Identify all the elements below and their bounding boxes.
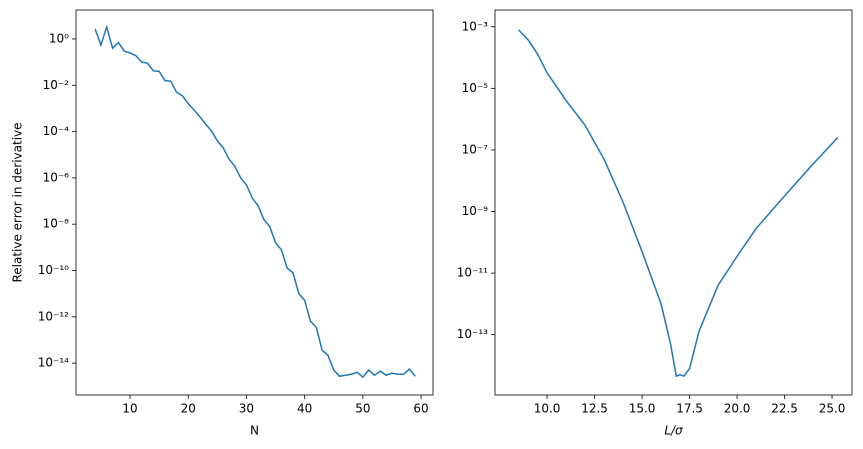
x-tick-label: 20 xyxy=(181,402,196,416)
y-tick-label: 10⁻¹¹ xyxy=(457,266,488,280)
x-tick-label: 10 xyxy=(122,402,137,416)
axes-frame xyxy=(75,9,434,396)
x-tick-label: 40 xyxy=(297,402,312,416)
x-tick-label: 60 xyxy=(413,402,428,416)
y-tick-label: 10⁰ xyxy=(49,31,69,45)
x-tick-label: 10.0 xyxy=(534,402,561,416)
y-tick-label: 10⁻¹⁰ xyxy=(38,263,69,277)
data-line xyxy=(518,29,839,378)
y-tick-label: 10⁻⁶ xyxy=(43,170,70,184)
y-tick-label: 10⁻⁸ xyxy=(43,217,70,231)
x-tick-label: 30 xyxy=(239,402,254,416)
y-tick-label: 10⁻³ xyxy=(462,19,489,33)
y-tick-label: 10⁻⁵ xyxy=(462,81,489,95)
x-tick-label: 17.5 xyxy=(676,402,703,416)
x-axis-label: N xyxy=(250,424,259,438)
x-tick-label: 22.5 xyxy=(771,402,798,416)
x-tick-label: 25.0 xyxy=(819,402,846,416)
y-tick-label: 10⁻⁴ xyxy=(43,124,70,138)
y-axis-label: Relative error in derivative xyxy=(11,122,25,282)
y-tick-label: 10⁻¹⁴ xyxy=(38,356,69,370)
axes-frame xyxy=(494,9,853,396)
x-tick-label: 12.5 xyxy=(581,402,608,416)
y-tick-label: 10⁻¹² xyxy=(38,309,69,323)
x-tick-label: 50 xyxy=(355,402,370,416)
x-axis-label: L/σ xyxy=(664,424,683,438)
x-tick-label: 20.0 xyxy=(724,402,751,416)
y-tick-label: 10⁻² xyxy=(43,78,70,92)
y-tick-label: 10⁻¹³ xyxy=(457,327,488,341)
data-line xyxy=(94,24,416,379)
y-tick-label: 10⁻⁷ xyxy=(462,142,489,156)
x-tick-label: 15.0 xyxy=(629,402,656,416)
y-tick-label: 10⁻⁹ xyxy=(462,204,489,218)
